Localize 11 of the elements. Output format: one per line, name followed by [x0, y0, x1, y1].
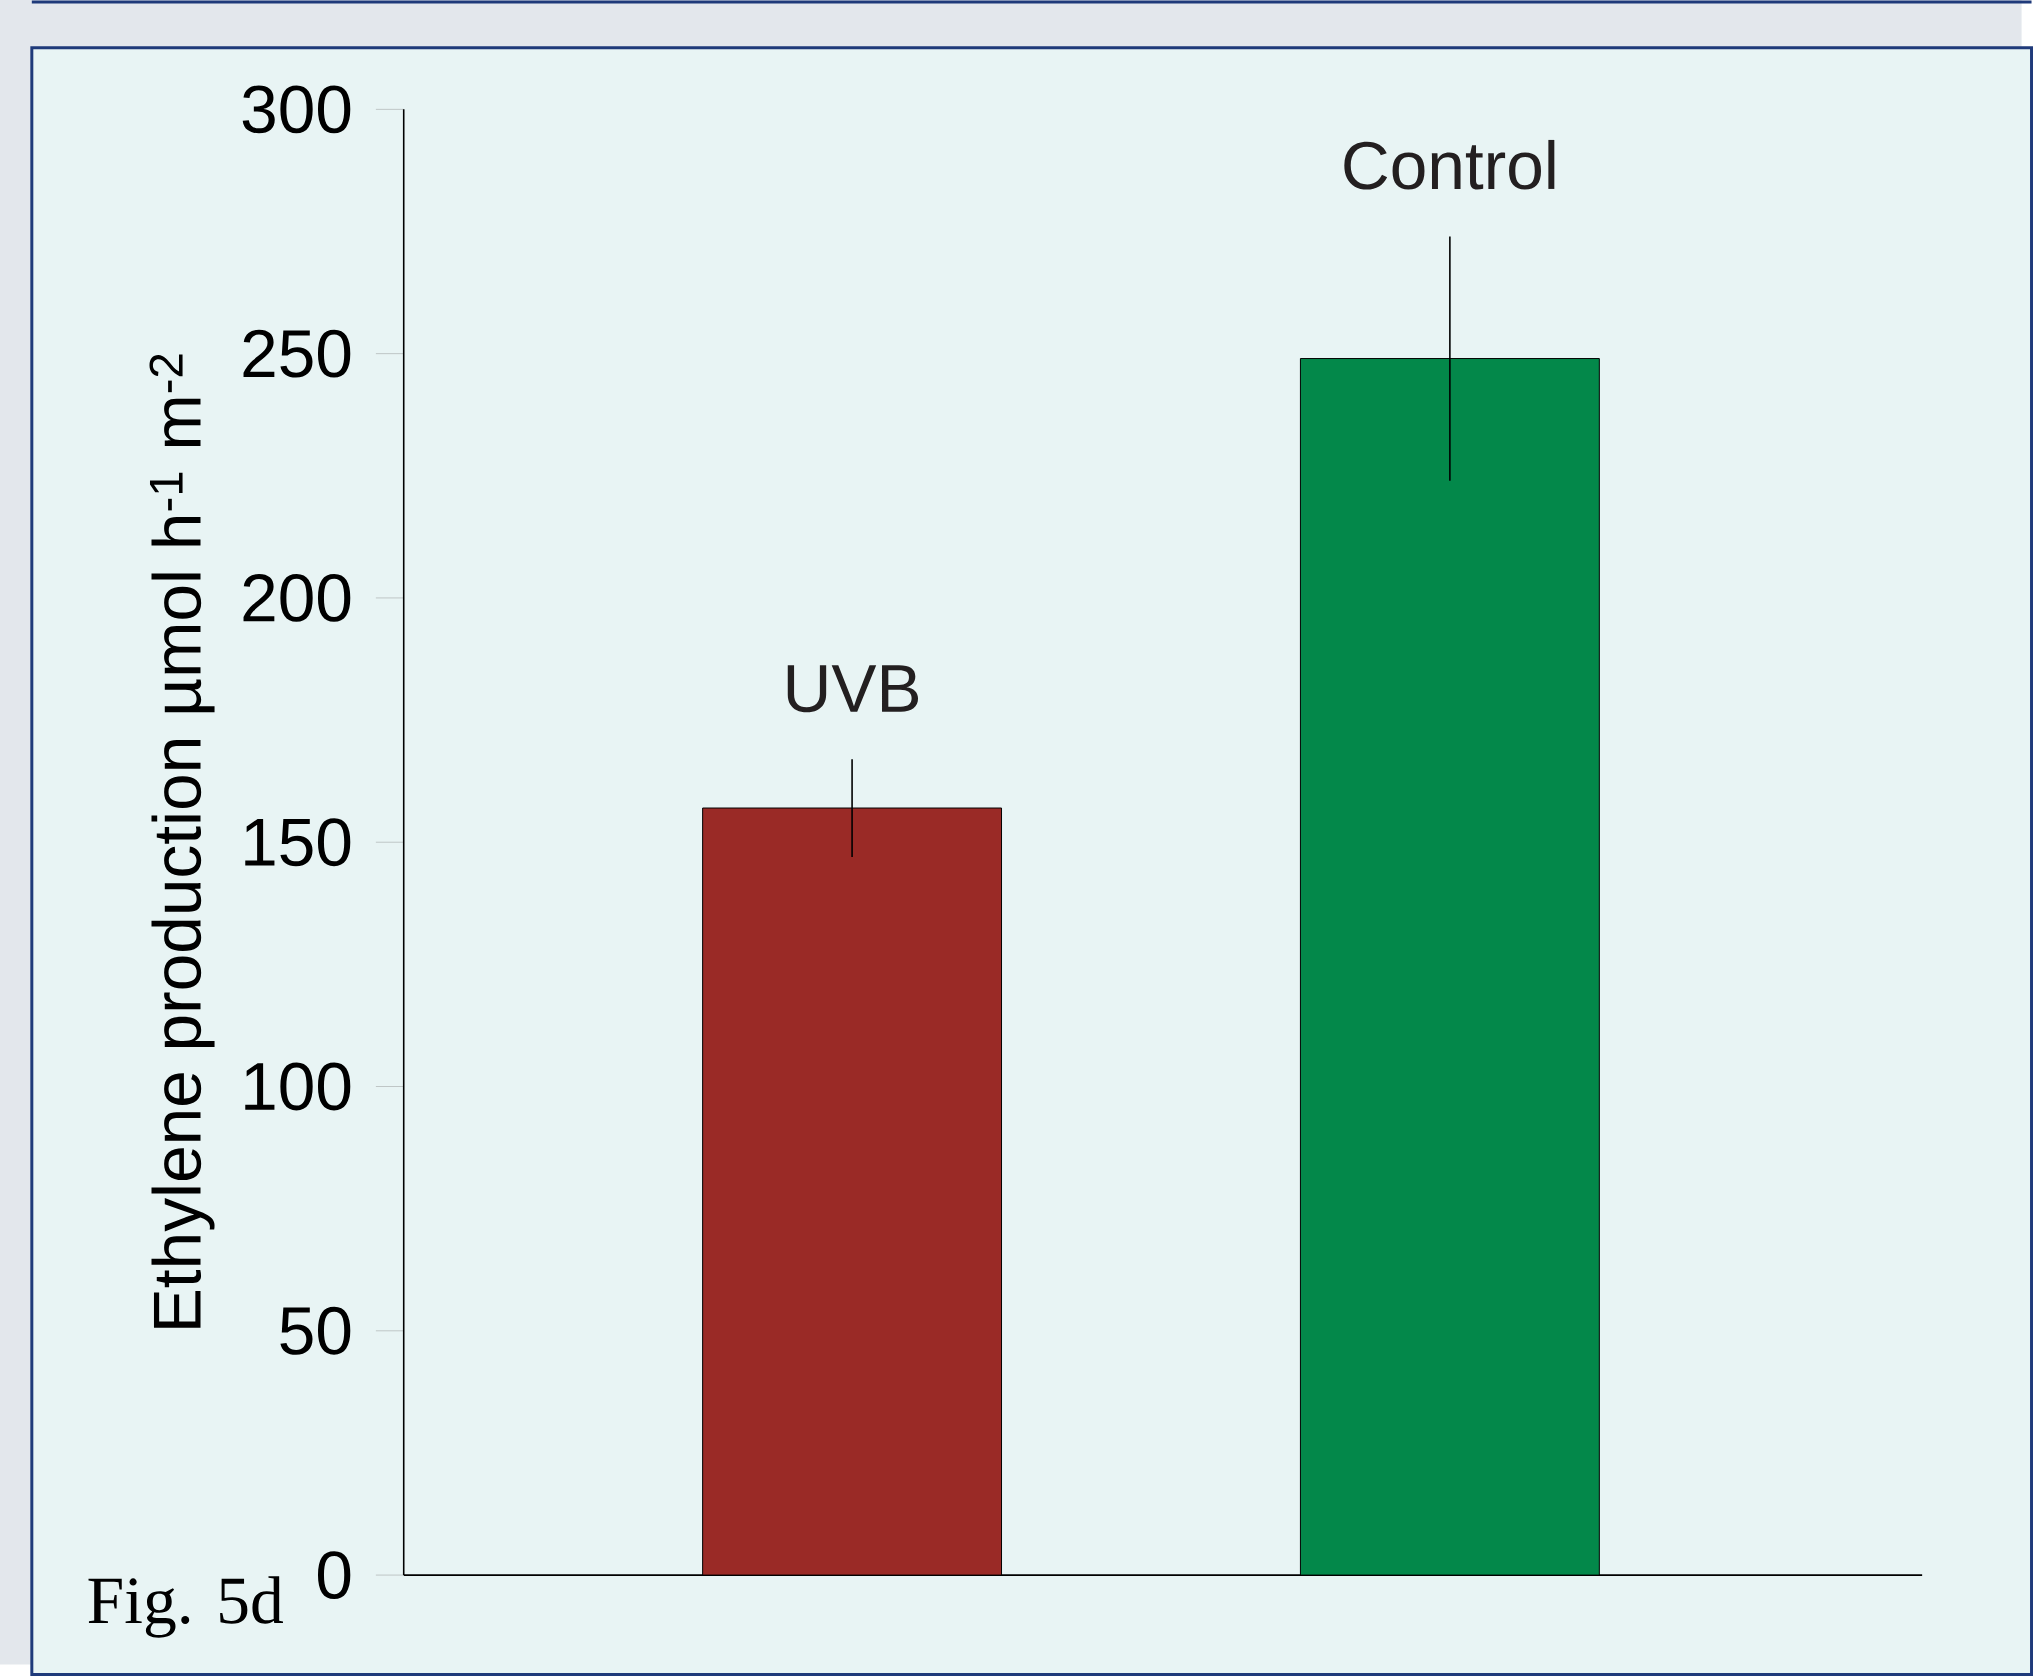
- y-tick-label: 150: [245, 818, 351, 867]
- y-tick-label: 0: [317, 1551, 351, 1600]
- y-tick-label: 300: [242, 85, 351, 134]
- y-tick-label: 200: [243, 573, 351, 622]
- y-tick-label: 250: [243, 329, 351, 378]
- x-tick-label: UVB: [787, 665, 919, 713]
- x-tick-label: Control: [1344, 139, 1555, 190]
- y-tick-label: 100: [245, 1062, 351, 1111]
- caption: Fig. 5d: [88, 1576, 284, 1638]
- y-axis-title: Ethylene production µmol h$^{-1}$ m$^{-2}$: [149, 354, 215, 1328]
- y-tick-label: 50: [280, 1306, 351, 1355]
